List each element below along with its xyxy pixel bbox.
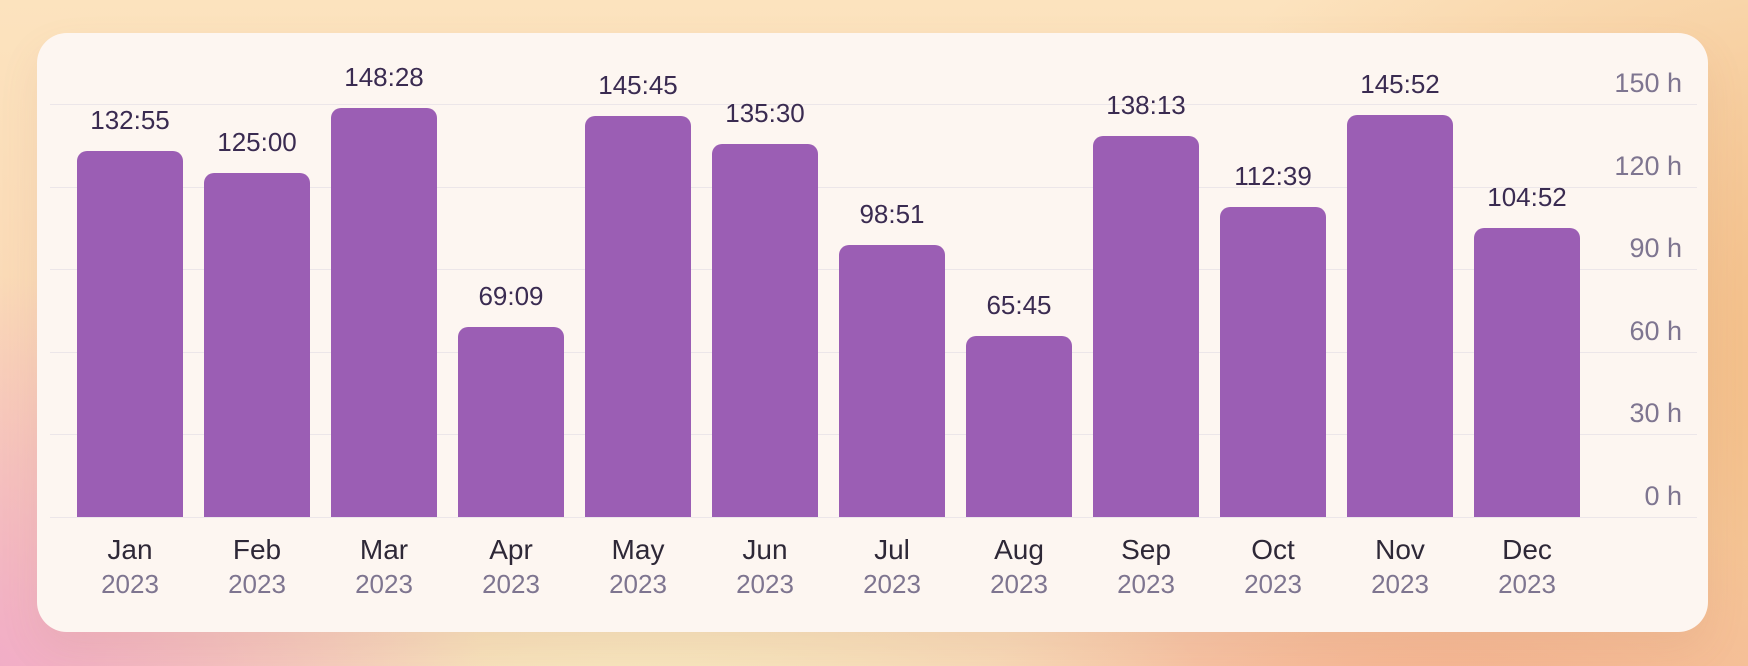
bar-value-label-oct: 112:39 bbox=[1234, 160, 1312, 191]
bar-jul[interactable] bbox=[839, 244, 945, 517]
y-tick-label: 60 h bbox=[1629, 315, 1682, 346]
x-tick-month-nov: Nov bbox=[1375, 534, 1425, 565]
plot-area: 150 h 120 h 90 h 60 h 30 h 0 h 132:55 Jan 2023 12… bbox=[50, 62, 1697, 599]
x-tick-year-sep: 2023 bbox=[1117, 569, 1175, 599]
y-tick-label: 150 h bbox=[1614, 68, 1682, 98]
bar-feb[interactable] bbox=[204, 172, 310, 517]
bar-oct[interactable] bbox=[1220, 206, 1326, 517]
x-tick-month-sep: Sep bbox=[1121, 534, 1171, 565]
gridline bbox=[50, 104, 1697, 105]
bar-jan[interactable] bbox=[77, 151, 183, 517]
y-tick-label: 0 h bbox=[1644, 481, 1682, 511]
y-tick-label: 30 h bbox=[1629, 398, 1682, 429]
y-tick-label: 120 h bbox=[1614, 150, 1682, 181]
bar-mar[interactable] bbox=[331, 108, 437, 517]
x-tick-month-jun: Jun bbox=[742, 534, 788, 565]
bar-value-label-dec: 104:52 bbox=[1487, 182, 1567, 213]
bar-apr[interactable] bbox=[458, 326, 564, 517]
x-tick-month-oct: Oct bbox=[1251, 534, 1295, 565]
x-tick-year-jan: 2023 bbox=[101, 569, 159, 599]
x-tick-month-mar: Mar bbox=[359, 534, 409, 565]
x-tick-year-apr: 2023 bbox=[482, 569, 540, 599]
x-tick-month-dec: Dec bbox=[1502, 534, 1552, 565]
bar-value-label-sep: 138:13 bbox=[1106, 90, 1186, 121]
x-tick-year-mar: 2023 bbox=[355, 569, 413, 599]
bar-value-label-feb: 125:00 bbox=[217, 126, 297, 157]
x-tick-year-jul: 2023 bbox=[863, 569, 921, 599]
bar-value-label-jun: 135:30 bbox=[725, 97, 805, 128]
x-tick-year-oct: 2023 bbox=[1244, 569, 1302, 599]
x-tick-month-apr: Apr bbox=[489, 534, 533, 565]
bar-value-label-nov: 145:52 bbox=[1360, 69, 1440, 100]
bar-value-label-mar: 148:28 bbox=[344, 62, 424, 93]
x-tick-month-jan: Jan bbox=[107, 534, 153, 565]
x-tick-year-dec: 2023 bbox=[1498, 569, 1556, 599]
gridline bbox=[50, 186, 1697, 188]
y-tick-label: 90 h bbox=[1629, 233, 1682, 264]
bar-may[interactable] bbox=[585, 115, 691, 517]
x-tick-year-jun: 2023 bbox=[736, 569, 794, 599]
x-tick-month-jul: Jul bbox=[874, 534, 910, 565]
bar-jun[interactable] bbox=[712, 143, 818, 517]
x-tick-year-feb: 2023 bbox=[228, 569, 286, 599]
gridline bbox=[50, 517, 1697, 518]
x-tick-year-may: 2023 bbox=[609, 569, 667, 599]
bar-nov[interactable] bbox=[1347, 115, 1453, 517]
bar-dec[interactable] bbox=[1474, 228, 1580, 517]
x-tick-year-aug: 2023 bbox=[990, 569, 1048, 599]
bar-value-label-aug: 65:45 bbox=[986, 289, 1052, 320]
bar-value-label-jul: 98:51 bbox=[859, 198, 925, 229]
bar-sep[interactable] bbox=[1093, 136, 1199, 517]
bar-value-label-may: 145:45 bbox=[598, 69, 678, 100]
chart-card: 150 h 120 h 90 h 60 h 30 h 0 h 132:55 Jan 2023 12… bbox=[37, 33, 1708, 632]
bar-aug[interactable] bbox=[966, 335, 1072, 517]
bar-value-label-jan: 132:55 bbox=[90, 105, 170, 136]
x-tick-month-feb: Feb bbox=[232, 534, 282, 565]
x-tick-month-may: May bbox=[611, 534, 665, 565]
bar-value-label-apr: 69:09 bbox=[478, 280, 544, 311]
x-tick-month-aug: Aug bbox=[994, 534, 1044, 565]
x-tick-year-nov: 2023 bbox=[1371, 569, 1429, 599]
